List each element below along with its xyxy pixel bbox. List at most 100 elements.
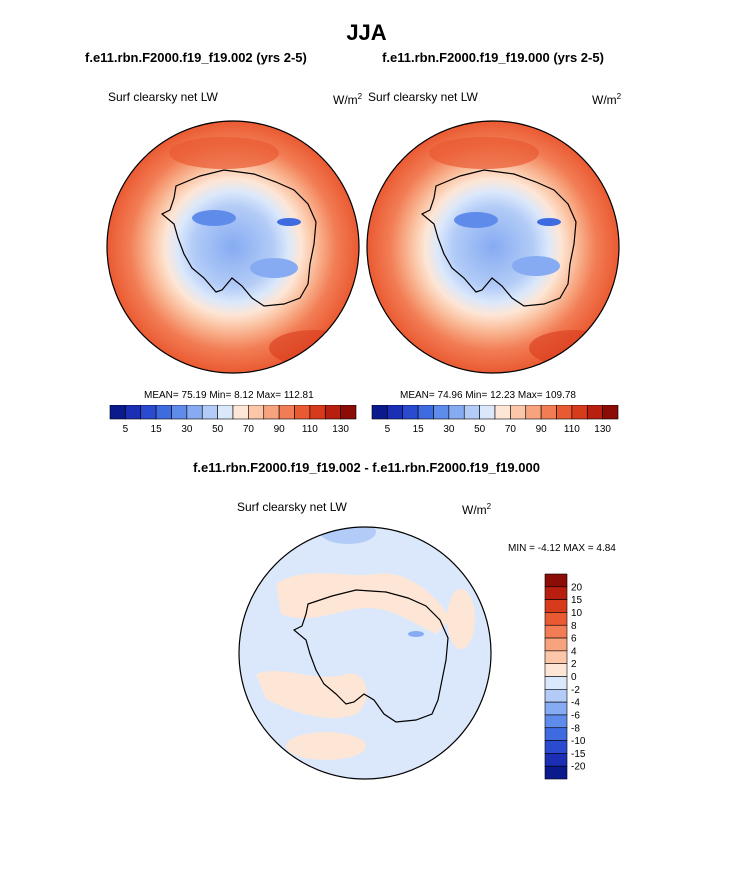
- colorbar-swatch: [544, 573, 568, 588]
- colorbar-swatch: [387, 405, 404, 420]
- colorbar-swatch: [448, 405, 465, 420]
- colorbar-swatch: [479, 405, 496, 420]
- colorbar-swatch: [544, 612, 568, 626]
- panel2-low-region: [512, 256, 560, 276]
- panel2-field: [367, 121, 619, 373]
- colorbar-tick-label: 130: [332, 424, 349, 435]
- colorbar-swatch: [232, 405, 249, 420]
- panel1-low-region: [250, 258, 298, 278]
- colorbar-swatch: [544, 701, 568, 716]
- panel2-high-region: [529, 330, 619, 366]
- panel3-field: [239, 527, 491, 779]
- panel3-min-label: MIN =: [508, 543, 535, 554]
- colorbar-tick-label: -2: [571, 685, 580, 696]
- colorbar-swatch: [602, 405, 619, 420]
- colorbar-swatch: [544, 740, 568, 754]
- colorbar-tick-label: 50: [474, 424, 486, 435]
- panel2-max: 109.78: [545, 390, 576, 401]
- panel3-positive-region: [286, 732, 366, 760]
- colorbar-swatch: [510, 405, 527, 420]
- panel3-max-label: MAX =: [563, 543, 594, 554]
- colorbar-tick-label: 4: [571, 646, 577, 657]
- panel3-map: [238, 526, 492, 780]
- panel3-positive-region: [276, 573, 451, 634]
- page-title: JJA: [346, 20, 387, 45]
- panel2-mean: 74.96: [437, 390, 463, 401]
- colorbar-swatch: [186, 405, 203, 420]
- panel2-map-border: [366, 120, 620, 374]
- panel2-low-region: [537, 218, 561, 226]
- panel2-colorbar: 5 15 30 50 70 90 110 130: [371, 405, 619, 435]
- colorbar-tick-label: 15: [571, 595, 583, 606]
- colorbar-tick-label: -10: [571, 736, 586, 747]
- panel3-units-base: W/m: [462, 503, 487, 517]
- panel3-case-title: f.e11.rbn.F2000.f19_f19.002 - f.e11.rbn.…: [193, 460, 540, 475]
- colorbar-swatch: [544, 586, 568, 600]
- panel1-max: 112.81: [283, 390, 314, 401]
- colorbar-tick-label: -8: [571, 723, 580, 734]
- panel3-positive-region: [447, 589, 475, 649]
- panel1-mean-label: MEAN=: [144, 390, 179, 401]
- panel1-field: [107, 121, 359, 373]
- colorbar-swatch: [463, 405, 480, 420]
- panel2-max-label: Max=: [517, 390, 543, 401]
- panel2-min-label: Min=: [465, 390, 488, 401]
- panel1-units: W/m2: [333, 92, 362, 107]
- colorbar-tick-label: 0: [571, 672, 577, 683]
- colorbar-swatch: [109, 405, 126, 420]
- colorbar-swatch: [540, 405, 557, 420]
- colorbar-tick-label: 70: [505, 424, 517, 435]
- panel1-colorbar: 5 15 30 50 70 90 110 130: [109, 405, 357, 435]
- colorbar-tick-label: 30: [181, 424, 193, 435]
- colorbar-swatch: [324, 405, 341, 420]
- panel2-variable: Surf clearsky net LW: [368, 90, 478, 104]
- panel1-min-label: Min=: [209, 390, 232, 401]
- colorbar-tick-label: 10: [571, 608, 583, 619]
- panel2-units: W/m2: [592, 92, 621, 107]
- colorbar-swatch: [263, 405, 280, 420]
- panel3-negative-region: [320, 527, 376, 544]
- panel3-variable: Surf clearsky net LW: [237, 500, 347, 514]
- colorbar-tick-label: 110: [564, 424, 580, 435]
- colorbar-tick-label: -20: [571, 762, 586, 773]
- colorbar-tick-label: -6: [571, 710, 580, 721]
- panel1-map: [106, 120, 360, 374]
- colorbar-swatch: [556, 405, 573, 420]
- panel3-max: 4.84: [596, 543, 616, 554]
- colorbar-swatch: [544, 599, 568, 613]
- colorbar-swatch: [371, 405, 388, 420]
- colorbar-tick-label: 90: [536, 424, 548, 435]
- colorbar-tick-label: 130: [594, 424, 611, 435]
- colorbar-tick-label: -15: [571, 749, 586, 760]
- panel1-units-base: W/m: [333, 93, 358, 107]
- panel1-case-title: f.e11.rbn.F2000.f19_f19.002 (yrs 2-5): [85, 50, 307, 65]
- panel1-high-region: [269, 330, 359, 366]
- colorbar-tick-label: 5: [385, 424, 391, 435]
- colorbar-tick-label: 70: [243, 424, 255, 435]
- colorbar-swatch: [544, 753, 568, 767]
- panel2-units-base: W/m: [592, 93, 617, 107]
- colorbar-tick-label: 50: [212, 424, 224, 435]
- panel3-map-border: [238, 526, 492, 780]
- colorbar-tick-label: 110: [302, 424, 318, 435]
- colorbar-tick-label: 5: [123, 424, 129, 435]
- colorbar-swatch: [155, 405, 172, 420]
- colorbar-swatch: [294, 405, 311, 420]
- panel2-map: [366, 120, 620, 374]
- colorbar-tick-label: 8: [571, 621, 577, 632]
- panel1-low-region: [277, 218, 301, 226]
- panel2-high-region: [429, 137, 539, 169]
- panel3-coastline: [292, 589, 449, 723]
- panel2-units-exp: 2: [616, 92, 622, 101]
- panel3-stats: MIN = -4.12 MAX = 4.84: [508, 543, 616, 554]
- panel1-min: 8.12: [234, 390, 254, 401]
- colorbar-tick-label: 15: [151, 424, 163, 435]
- colorbar-swatch: [544, 727, 568, 741]
- colorbar-tick-label: 20: [571, 582, 583, 593]
- colorbar-swatch: [544, 637, 568, 652]
- panel2-stats: MEAN= 74.96 Min= 12.23 Max= 109.78: [400, 390, 576, 401]
- panel1-low-region: [192, 210, 236, 226]
- panel2-mean-label: MEAN=: [400, 390, 435, 401]
- colorbar-tick-label: 6: [571, 634, 577, 645]
